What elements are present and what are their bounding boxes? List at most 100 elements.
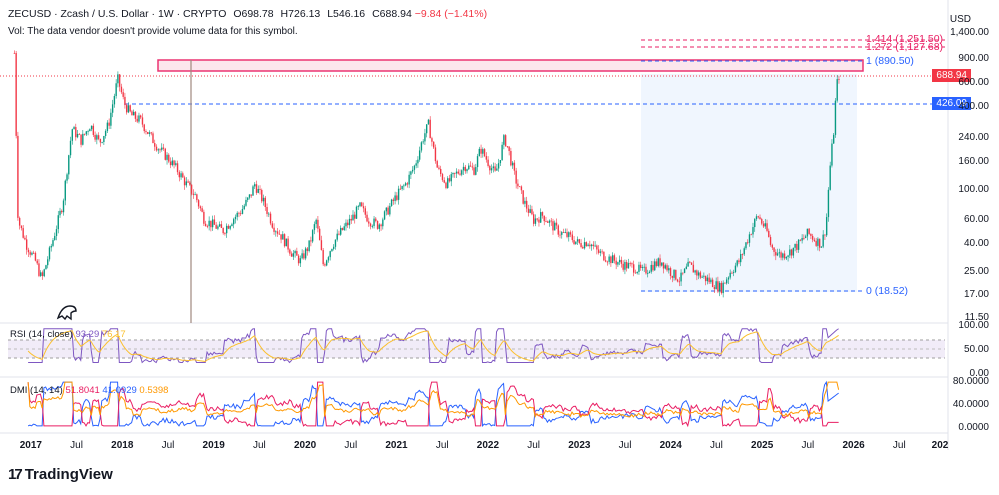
candle-body [550,220,552,222]
candle-body [647,272,649,274]
candle-body [431,138,433,142]
candle-body [508,146,510,151]
candle-body [706,277,709,282]
candle-body [696,270,698,276]
candle-body [197,200,200,207]
candle-body [297,255,300,264]
candle-body [450,174,452,182]
candle-body [229,225,231,229]
candle-body [294,251,296,254]
candle-body [148,132,151,134]
candle-body [443,180,445,183]
candle-body [355,206,358,219]
candle-body [608,256,610,262]
candle-body [406,183,409,185]
candle-body [54,236,56,241]
candle-body [127,105,130,113]
candle-body [289,249,291,254]
candle-body [185,181,188,186]
candle-body [448,178,451,182]
candle-body [171,160,173,166]
price-tick-label: 17.00 [963,288,989,300]
candle-body [499,160,502,164]
candle-body [522,190,524,204]
candle-body [296,251,298,256]
time-tick-label: 2025 [751,440,774,451]
candle-body [50,245,52,248]
close-value: 688.94 [379,8,412,20]
candle-body [561,232,563,235]
candle-body [61,210,63,213]
candle-body [459,173,461,175]
candle-body [69,140,72,156]
candle-body [140,115,142,118]
candle-body [701,276,703,278]
candle-body [734,265,737,273]
candle-body [71,129,73,141]
candle-body [687,261,689,267]
candle-body [520,186,523,191]
high-label: H [280,8,289,20]
candle-body [559,234,561,236]
candle-body [825,217,828,236]
candle-body [731,272,733,274]
candle-body [15,53,17,136]
candle-body [96,135,98,140]
candle-body [271,223,273,228]
candle-body [764,223,766,227]
candle-body [327,257,330,261]
candle-body [282,234,284,240]
candle-body [487,159,489,166]
tradingview-logo-icon: 17 [8,466,23,483]
candle-body [66,174,68,181]
candle-body [180,173,182,178]
candle-body [740,254,742,263]
candle-body [680,272,682,282]
candle-body [110,112,112,126]
candle-body [445,182,447,188]
candle-body [489,165,491,171]
candle-body [217,226,219,229]
currency-label[interactable]: USD [949,14,971,25]
candle-body [732,272,735,273]
candle-body [708,277,710,283]
candle-body [75,127,77,138]
candle-body [690,262,693,265]
candle-body [45,265,47,270]
candle-body [717,281,719,292]
candle-body [648,271,651,273]
candle-body [206,226,209,227]
candle-body [650,264,652,272]
candle-body [611,255,614,264]
candle-body [645,266,647,274]
candle-body [410,171,412,175]
candle-body [41,272,44,277]
candle-body [101,142,103,143]
candle-body [596,245,598,250]
candle-body [659,258,661,266]
candle-body [775,251,777,256]
brand-name: TradingView [24,466,113,483]
candle-body [285,238,288,247]
candle-body [469,165,472,167]
rsi-axis-50: 50.00 [963,344,989,355]
candle-body [150,132,152,134]
time-tick-label: Jul [618,440,632,451]
candle-body [599,251,602,253]
candle-body [468,165,470,170]
open-value: 698.78 [241,8,274,20]
candle-body [241,209,244,214]
candle-body [438,167,440,169]
candle-body [178,172,181,178]
candle-body [759,217,761,220]
candle-body [17,135,19,218]
candle-body [454,172,456,174]
candle-body [529,209,531,213]
candle-body [143,124,145,132]
candle-body [29,252,31,255]
candle-body [671,275,673,278]
candle-body [201,208,203,212]
candle-body [518,186,521,188]
candle-body [27,249,30,253]
